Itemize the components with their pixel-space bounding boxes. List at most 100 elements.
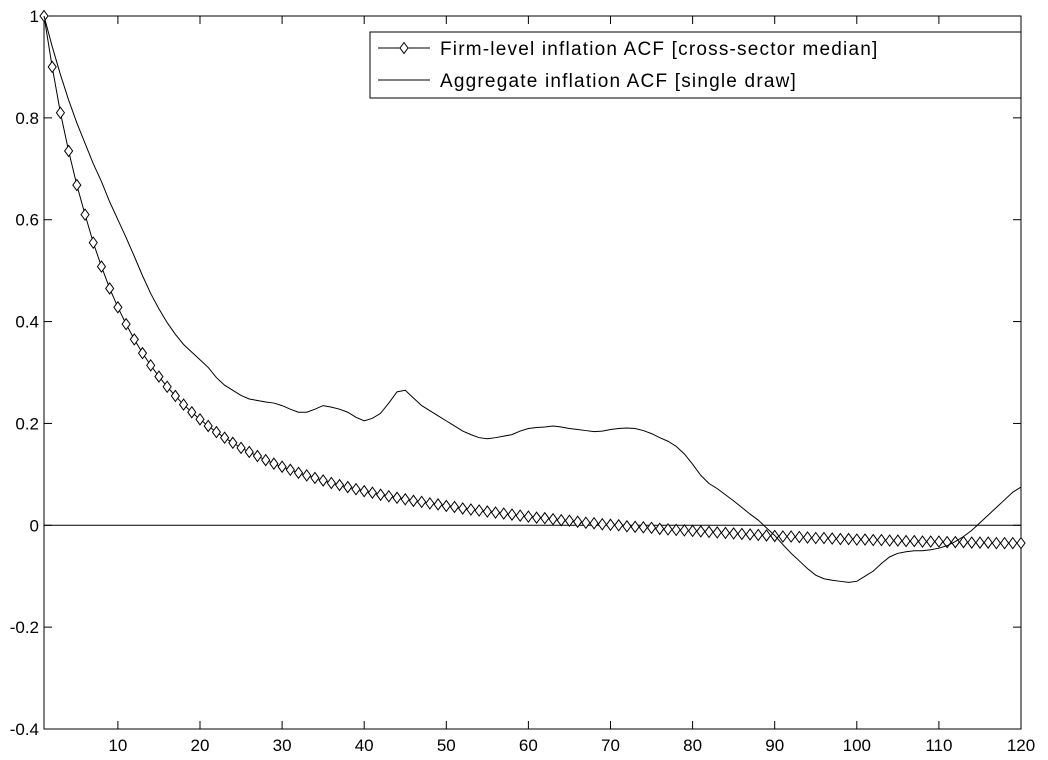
legend-label-aggregate: Aggregate inflation ACF [single draw] — [440, 71, 797, 92]
data-point-diamond — [876, 533, 887, 547]
data-point-diamond — [220, 431, 230, 445]
x-tick-label: 120 — [1007, 736, 1035, 755]
data-point-diamond — [466, 503, 476, 516]
data-point-diamond — [893, 534, 903, 547]
data-point-diamond — [868, 533, 878, 547]
data-point-diamond — [375, 488, 386, 502]
x-tick-label: 10 — [108, 736, 127, 755]
data-point-diamond — [162, 380, 172, 394]
data-point-diamond — [548, 512, 558, 526]
data-point-diamond — [187, 405, 197, 419]
data-point-diamond — [860, 533, 870, 546]
data-point-diamond — [499, 507, 509, 520]
data-point-diamond — [638, 520, 648, 534]
data-point-diamond — [293, 466, 304, 480]
data-point-diamond — [852, 533, 862, 546]
data-point-diamond — [687, 524, 698, 538]
y-tick-label: 0.8 — [15, 109, 39, 128]
data-point-diamond — [154, 370, 164, 383]
data-point-diamond — [88, 236, 98, 249]
plot-area — [43, 15, 1022, 730]
legend-label-firm: Firm-level inflation ACF [cross-sector m… — [440, 39, 878, 60]
data-point-diamond — [991, 536, 1001, 550]
data-point-diamond — [999, 536, 1010, 550]
data-point-diamond — [417, 495, 427, 509]
data-point-diamond — [1008, 536, 1018, 550]
data-point-diamond — [113, 300, 123, 314]
data-point-diamond — [909, 534, 919, 548]
data-point-diamond — [277, 460, 287, 474]
data-point-diamond — [712, 526, 722, 539]
x-tick-label: 90 — [765, 736, 784, 755]
data-point-diamond — [384, 489, 394, 503]
data-point-diamond — [261, 453, 271, 467]
data-point-diamond — [302, 469, 312, 482]
data-point-diamond — [80, 208, 90, 221]
data-point-diamond — [843, 532, 854, 546]
data-point-diamond — [400, 492, 410, 506]
data-point-diamond — [137, 346, 148, 360]
data-point-diamond — [351, 482, 361, 496]
data-point-diamond — [482, 505, 492, 518]
data-point-diamond — [129, 333, 139, 346]
data-point-diamond — [507, 508, 517, 521]
data-point-diamond — [441, 499, 451, 513]
data-point-diamond — [1016, 536, 1026, 550]
y-tick-label: -0.2 — [10, 618, 39, 637]
data-point-diamond — [531, 511, 542, 524]
y-tick-label: 0.2 — [15, 414, 39, 433]
legend: Firm-level inflation ACF [cross-sector m… — [369, 31, 1022, 99]
data-point-diamond — [252, 449, 263, 463]
data-point-diamond — [195, 413, 205, 426]
data-point-diamond — [589, 516, 599, 530]
data-point-diamond — [917, 535, 928, 548]
data-point-diamond — [729, 527, 739, 540]
data-point-diamond — [835, 532, 845, 546]
data-point-diamond — [597, 517, 607, 531]
x-tick-label: 20 — [191, 736, 210, 755]
y-tick-label: 1 — [30, 7, 39, 26]
data-point-diamond — [72, 178, 82, 192]
data-point-diamond — [523, 510, 534, 523]
data-point-diamond — [811, 531, 821, 545]
data-point-diamond — [105, 282, 115, 295]
x-tick-label: 70 — [601, 736, 620, 755]
data-point-diamond — [408, 494, 419, 508]
plot-frame — [43, 15, 1022, 730]
data-point-diamond — [556, 513, 566, 527]
data-point-diamond — [228, 436, 238, 450]
data-point-diamond — [47, 60, 57, 74]
series-layer — [39, 9, 1026, 583]
data-point-diamond — [802, 531, 813, 544]
data-point-diamond — [901, 534, 911, 548]
data-point-diamond — [96, 260, 107, 273]
y-axis: -0.4 -0.2 0 0.2 0.4 0.6 0.8 1 — [10, 7, 1021, 739]
data-point-diamond — [573, 515, 583, 529]
data-point-diamond — [622, 519, 632, 533]
data-point-diamond — [655, 522, 665, 536]
data-point-diamond — [121, 317, 131, 331]
data-point-diamond — [819, 531, 829, 545]
data-point-diamond — [236, 441, 246, 455]
data-point-diamond — [605, 518, 616, 532]
data-point-diamond — [211, 425, 222, 439]
data-point-diamond — [540, 511, 550, 525]
series-firm-level — [39, 9, 1026, 550]
data-point-diamond — [786, 530, 796, 543]
data-point-diamond — [967, 536, 977, 549]
data-point-diamond — [983, 536, 993, 549]
data-point-diamond — [318, 474, 328, 487]
data-point-diamond — [490, 506, 501, 519]
data-point-diamond — [778, 530, 788, 543]
data-point-diamond — [310, 471, 320, 485]
data-point-diamond — [425, 497, 435, 510]
data-point-diamond — [146, 359, 156, 372]
data-point-diamond — [64, 144, 74, 158]
y-tick-label: 0 — [30, 516, 39, 535]
data-point-diamond — [203, 419, 213, 433]
data-point-diamond — [630, 520, 640, 534]
data-point-diamond — [474, 504, 484, 517]
legend-box — [369, 31, 1022, 99]
